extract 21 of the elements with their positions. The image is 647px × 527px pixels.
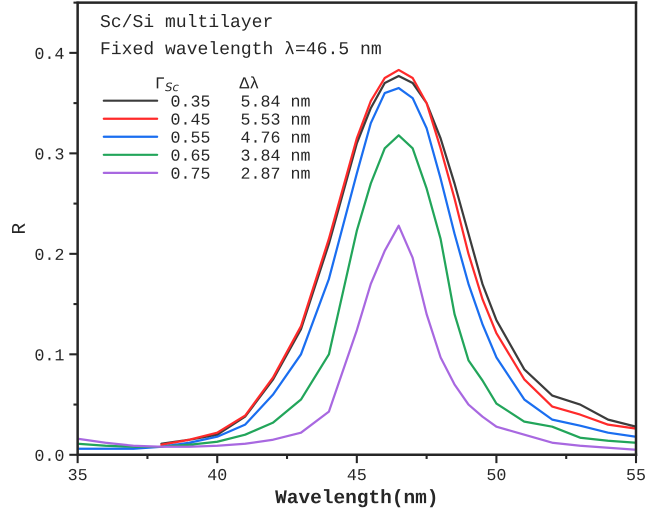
line-series	[78, 224, 636, 451]
x-tick-label: 40	[208, 468, 226, 480]
x-tick-label: 50	[487, 468, 506, 480]
legend-label: 0.65 3.84 nm	[171, 149, 310, 161]
y-tick-label: 0.0	[35, 450, 64, 462]
x-tick-label: 35	[68, 468, 87, 480]
text: Γ$_{Sc}$ Δλ	[156, 76, 258, 92]
y-axis-title: R	[12, 223, 25, 234]
annotation: Fixed wavelength λ=46.5 nm	[102, 41, 381, 58]
y-tick-label: 0.4	[35, 48, 64, 60]
legend-label: 0.45 5.53 nm	[171, 113, 310, 125]
x-axis-title: Wavelength(nm)	[275, 489, 436, 508]
legend-label: 0.35 5.84 nm	[171, 95, 310, 107]
y-tick-label: 0.1	[35, 349, 64, 361]
annotation: Sc/Si multilayer	[100, 14, 272, 31]
y-tick-label: 0.3	[35, 148, 64, 160]
x-tick-label: 55	[627, 469, 645, 480]
x-tick-label: 45	[348, 469, 366, 480]
y-tick-label: 0.2	[35, 248, 64, 260]
legend-label: 0.75 2.87 nm	[171, 168, 310, 179]
legend-label: 0.55 4.76 nm	[171, 131, 310, 143]
